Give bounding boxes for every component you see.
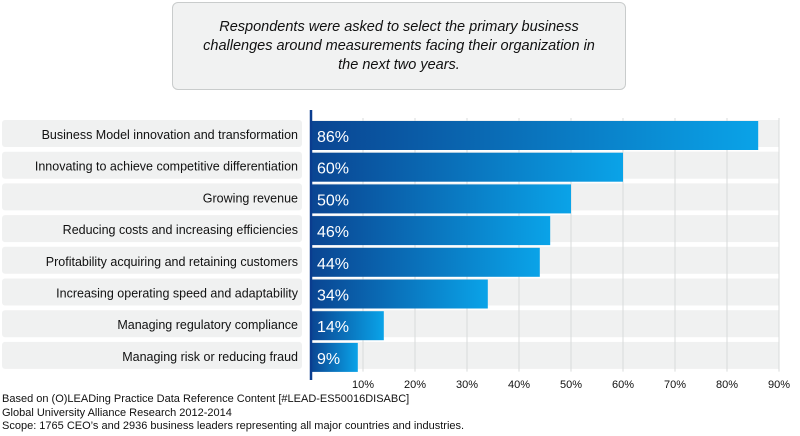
bar-value-label: 44%	[317, 256, 349, 273]
category-label: Business Model innovation and transforma…	[42, 128, 298, 142]
category-band	[2, 341, 302, 369]
x-tick-label: 80%	[716, 379, 738, 391]
bar	[311, 121, 759, 150]
bar	[311, 311, 384, 341]
category-label: Innovating to achieve competitive differ…	[35, 160, 298, 174]
x-tick-label: 70%	[664, 379, 686, 391]
plot-row-band	[311, 341, 779, 369]
x-tick-label: 20%	[404, 379, 426, 391]
category-label: Growing revenue	[203, 191, 298, 205]
category-band	[2, 215, 302, 243]
bar-value-label: 86%	[317, 129, 349, 146]
bar-value-label: 60%	[317, 161, 349, 178]
bar	[311, 247, 540, 277]
bar	[311, 279, 488, 309]
category-label: Reducing costs and increasing efficienci…	[63, 223, 298, 237]
question-note: Respondents were asked to select the pri…	[172, 2, 626, 90]
bar	[311, 184, 571, 214]
footer-source: Based on (O)LEADing Practice Data Refere…	[2, 393, 410, 405]
x-tick-label: 50%	[560, 379, 582, 391]
bar-value-label: 14%	[317, 319, 349, 336]
x-tick-label: 90%	[768, 379, 790, 391]
footer-research: Global University Alliance Research 2012…	[2, 406, 232, 419]
category-band	[2, 278, 302, 306]
bar	[311, 152, 623, 182]
question-text: Respondents were asked to select the pri…	[203, 18, 595, 73]
category-label: Managing risk or reducing fraud	[122, 350, 298, 364]
bar	[311, 342, 358, 372]
bar-value-label: 50%	[317, 192, 349, 209]
category-band	[2, 246, 302, 274]
bar-value-label: 46%	[317, 224, 349, 241]
category-label: Profitability acquiring and retaining cu…	[46, 255, 298, 269]
bar-value-label: 34%	[317, 288, 349, 305]
bar	[311, 216, 551, 246]
x-tick-label: 60%	[612, 379, 634, 391]
bar-value-label: 9%	[317, 351, 340, 368]
category-band	[2, 120, 302, 147]
plot-row-band	[311, 310, 779, 338]
footer-scope: Scope: 1765 CEO’s and 2936 business lead…	[2, 420, 465, 432]
x-tick-label: 40%	[508, 379, 530, 391]
x-tick-label: 30%	[456, 379, 478, 391]
footer: Based on (O)LEADing Practice Data Refere…	[2, 393, 464, 434]
category-band	[2, 151, 302, 179]
x-tick-label: 10%	[352, 379, 374, 391]
category-band	[2, 183, 302, 211]
category-label: Increasing operating speed and adaptabil…	[56, 287, 299, 301]
category-band	[2, 310, 302, 338]
category-label: Managing regulatory compliance	[117, 318, 298, 332]
